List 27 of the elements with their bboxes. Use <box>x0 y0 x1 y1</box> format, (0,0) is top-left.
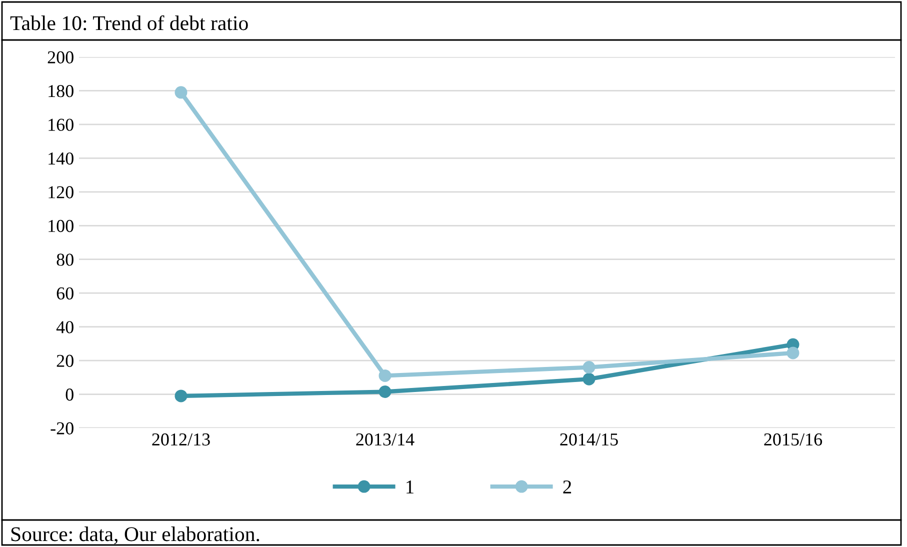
y-tick-label: -20 <box>50 422 74 434</box>
legend-label: 2 <box>563 480 572 494</box>
x-tick-label: 2015/16 <box>764 433 822 446</box>
y-tick-label: 20 <box>56 354 74 367</box>
point <box>582 361 596 374</box>
point <box>174 86 188 99</box>
x-tick-label: 2012/13 <box>152 433 210 446</box>
point <box>174 390 188 402</box>
source-note: Source: data, Our elaboration. <box>11 526 260 544</box>
y-tick-label: 200 <box>48 51 74 64</box>
y-tick-label: 0 <box>66 388 74 401</box>
point <box>378 369 392 382</box>
point <box>582 372 596 386</box>
x-tick-label: 2013/14 <box>356 433 414 446</box>
y-tick-label: 160 <box>48 118 74 131</box>
point <box>378 385 392 398</box>
legend-label: 1 <box>406 480 414 494</box>
y-tick-label: 40 <box>56 321 74 334</box>
y-tick-label: 120 <box>48 186 74 198</box>
point <box>786 346 800 360</box>
x-tick-label: 2014/15 <box>560 433 618 446</box>
y-tick-label: 100 <box>48 220 74 232</box>
y-tick-label: 60 <box>56 287 74 300</box>
chart-title: Table 10: Trend of debt ratio <box>10 15 248 30</box>
y-tick-label: 140 <box>48 152 74 165</box>
y-tick-label: 180 <box>48 84 74 98</box>
y-tick-label: 80 <box>56 254 74 266</box>
